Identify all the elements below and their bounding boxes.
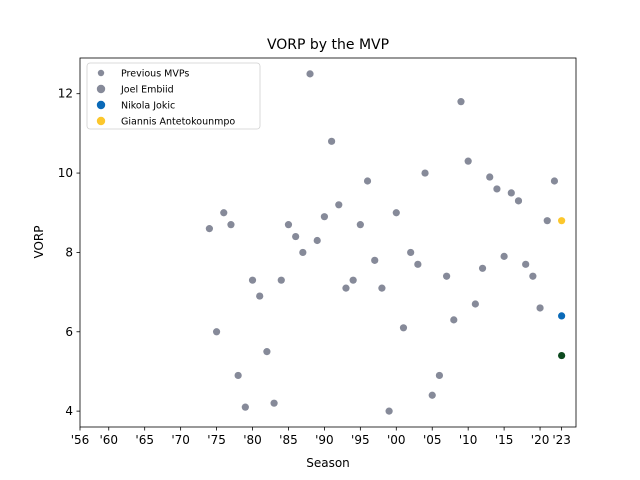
x-tick-label: '65	[135, 433, 154, 447]
data-point	[514, 197, 523, 205]
x-tick-label: '95	[351, 433, 370, 447]
chart-title: VORP by the MVP	[267, 37, 389, 53]
x-tick-label: '56	[71, 433, 90, 447]
data-point	[536, 304, 544, 312]
data-point	[464, 157, 472, 165]
y-tick-label: 8	[65, 245, 73, 259]
data-point	[356, 221, 364, 229]
x-tick-label: '85	[279, 433, 298, 447]
x-tick-label: '20	[531, 433, 550, 447]
x-tick-label: '60	[99, 433, 118, 447]
data-point	[277, 276, 285, 284]
data-point	[428, 391, 436, 399]
data-point	[378, 284, 386, 292]
axes-frame	[79, 57, 577, 428]
x-tick-label: '90	[315, 433, 334, 447]
data-point	[500, 252, 508, 260]
x-tick-label: '00	[387, 433, 406, 447]
data-point	[241, 403, 249, 411]
data-point	[421, 169, 429, 177]
legend-marker	[96, 116, 106, 126]
x-tick-label: '75	[207, 433, 226, 447]
legend-marker	[97, 69, 105, 77]
data-point	[234, 371, 242, 380]
y-axis-label: VORP	[32, 225, 46, 258]
data-point	[342, 284, 350, 292]
x-axis-label: Season	[306, 456, 350, 470]
data-point	[493, 185, 501, 193]
legend: Previous MVPs Joel Embiid Nikola Jokic Gian…	[86, 62, 261, 130]
data-point	[407, 248, 415, 257]
plot-area: '56 '60 '65 '70 '75 '80 '85 '90 '95 '00 '05 '10 '15 '…	[58, 57, 577, 447]
data-point	[292, 232, 300, 241]
data-point	[248, 276, 257, 284]
y-tick-label: 6	[65, 325, 73, 339]
x-tick-label: '05	[423, 433, 442, 447]
data-point	[550, 177, 559, 185]
data-point	[327, 137, 336, 145]
data-point	[385, 407, 393, 415]
data-point	[205, 225, 213, 233]
data-point	[371, 256, 379, 264]
data-point	[363, 177, 372, 185]
data-point	[299, 248, 307, 257]
data-point	[256, 292, 264, 300]
data-point	[220, 209, 228, 217]
data-point	[313, 236, 321, 245]
data-point	[270, 399, 278, 407]
data-point	[399, 324, 408, 332]
data-point	[558, 217, 566, 225]
x-tick-label: '80	[243, 433, 262, 447]
data-point	[529, 272, 537, 280]
legend-marker	[96, 84, 106, 94]
x-tick-label: '15	[495, 433, 514, 447]
data-point	[450, 316, 458, 324]
data-point	[263, 348, 271, 356]
data-point	[443, 272, 451, 280]
x-tick-label: '70	[171, 433, 190, 447]
data-point	[457, 98, 465, 106]
legend-label: Previous MVPs	[121, 69, 189, 80]
data-point	[212, 328, 221, 336]
data-point	[335, 201, 343, 209]
legend-label: Giannis Antetokounmpo	[121, 117, 235, 128]
legend-box	[86, 62, 261, 130]
data-point	[543, 217, 551, 225]
data-point	[471, 300, 479, 308]
legend-label: Nikola Jokic	[121, 101, 175, 112]
data-point	[558, 351, 566, 360]
x-tick-label: '23	[552, 433, 571, 447]
data-point	[522, 260, 530, 268]
data-point	[392, 209, 400, 217]
y-tick-label: 10	[58, 166, 73, 180]
legend-label: Joel Embiid	[120, 85, 174, 96]
data-point	[320, 213, 329, 221]
x-tick-label: '10	[459, 433, 478, 447]
data-point	[486, 173, 494, 181]
data-point	[435, 371, 444, 380]
data-point	[558, 312, 566, 320]
data-point	[284, 221, 293, 229]
data-point	[478, 264, 487, 272]
data-point	[507, 189, 515, 197]
data-point	[227, 221, 235, 229]
data-point	[414, 260, 422, 268]
legend-marker	[96, 100, 106, 110]
data-point	[306, 70, 314, 78]
data-point	[349, 276, 357, 284]
y-tick-label: 12	[58, 87, 73, 101]
y-tick-label: 4	[65, 404, 73, 418]
